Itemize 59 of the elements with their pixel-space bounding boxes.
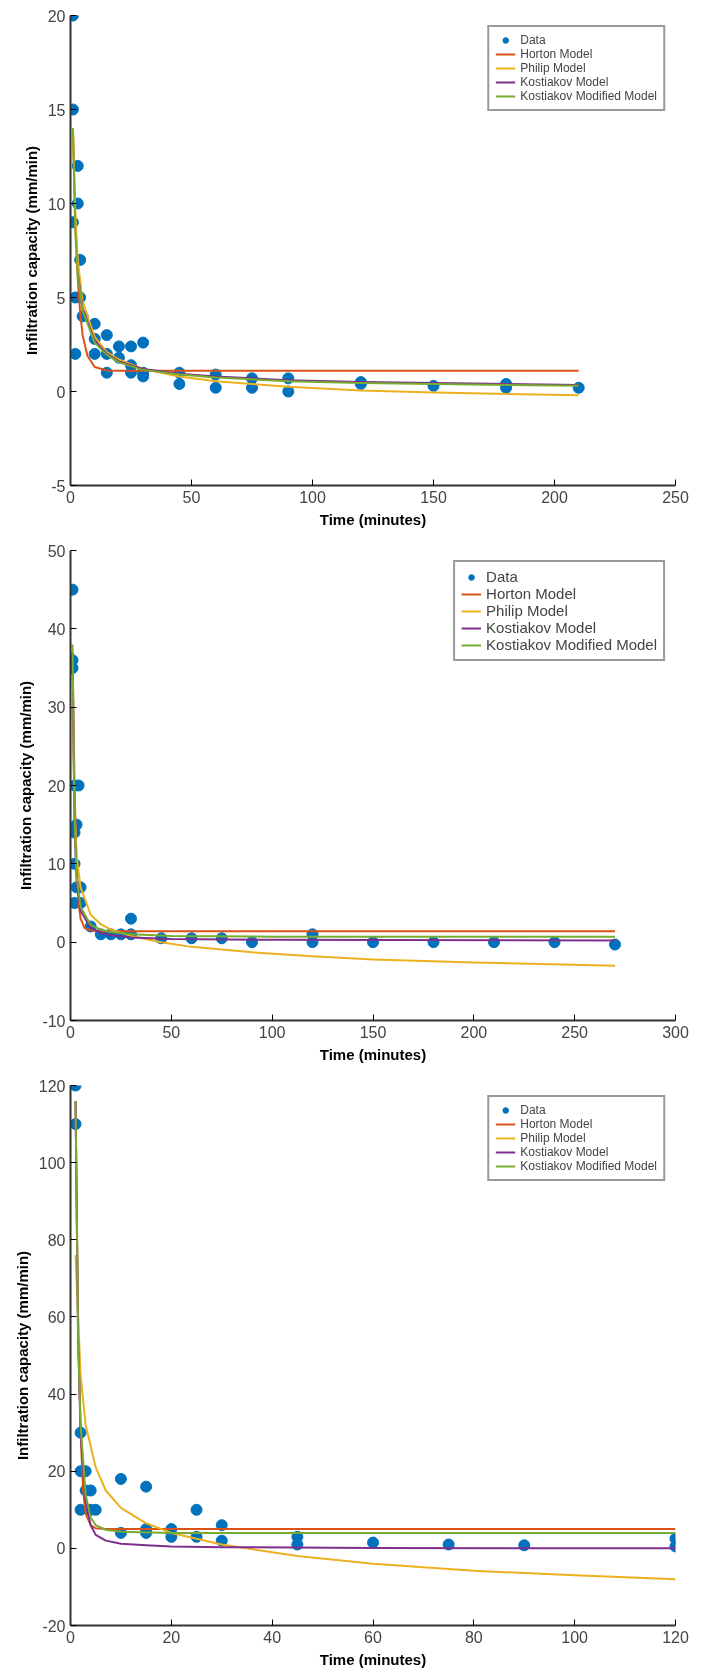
x-axis-title: Time (minutes) [319, 1650, 427, 1668]
y-axis-title: Infiltration capacity (mm/min) [17, 680, 35, 891]
x-tick-label: 300 [662, 1023, 689, 1041]
x-tick-label: 50 [182, 488, 201, 506]
x-tick-label: 150 [420, 488, 447, 506]
legend-label: Kostiakov Modified Model [520, 1159, 657, 1173]
legend-label: Horton Model [486, 585, 577, 602]
y-axis-title: Infiltration capacity (mm/min) [22, 145, 40, 356]
x-tick-label: 150 [359, 1023, 387, 1041]
legend-label: Data [486, 568, 518, 585]
x-tick-label: 200 [460, 1023, 488, 1041]
y-tick-label: 10 [47, 195, 66, 213]
y-tick-label: -5 [51, 477, 66, 495]
x-tick-label: 20 [162, 1628, 181, 1646]
y-tick-label: 0 [56, 383, 66, 401]
y-tick-label: 10 [47, 855, 66, 873]
y-tick-label: 40 [47, 620, 66, 638]
x-tick-label: 60 [364, 1628, 382, 1646]
legend-label: Data [520, 1103, 546, 1117]
y-tick-label: -20 [42, 1617, 66, 1635]
y-tick-label: 20 [47, 777, 66, 795]
x-tick-label: 80 [464, 1628, 483, 1646]
y-tick-label: 15 [47, 101, 66, 119]
legend-label: Data [520, 33, 546, 47]
y-tick-label: 0 [56, 1540, 66, 1558]
x-tick-label: 100 [299, 488, 326, 506]
x-tick-label: 200 [541, 488, 568, 506]
x-tick-label: 250 [561, 1023, 589, 1041]
y-tick-label: 5 [56, 289, 66, 307]
x-tick-label: 100 [258, 1023, 286, 1041]
y-axis-title: Infiltration capacity (mm/min) [13, 1250, 31, 1461]
x-tick-label: 250 [662, 488, 689, 506]
legend-label: Horton Model [520, 47, 593, 61]
y-tick-label: 50 [47, 542, 66, 560]
legend-label: Kostiakov Modified Model [520, 89, 657, 103]
y-tick-label: 80 [47, 1231, 66, 1249]
y-tick-label: 20 [47, 7, 66, 25]
legend-label: Kostiakov Model [520, 1145, 609, 1159]
y-tick-label: 30 [47, 699, 66, 717]
y-tick-label: 40 [47, 1386, 66, 1404]
y-tick-label: -10 [42, 1012, 66, 1030]
legend-label: Kostiakov Modified Model [486, 636, 657, 653]
legend-label: Horton Model [520, 1117, 593, 1131]
x-tick-label: 100 [561, 1628, 589, 1646]
x-tick-label: 120 [662, 1628, 689, 1646]
x-tick-label: 40 [263, 1628, 282, 1646]
legend-label: Philip Model [520, 61, 586, 75]
y-tick-label: 20 [47, 1463, 66, 1481]
y-tick-label: 60 [47, 1308, 66, 1326]
legend-label: Philip Model [486, 602, 568, 619]
legend-label: Kostiakov Model [520, 75, 609, 89]
x-axis-title: Time (minutes) [319, 1045, 427, 1063]
x-axis-title: Time (minutes) [319, 510, 427, 528]
legend-label: Philip Model [520, 1131, 586, 1145]
legend-label: Kostiakov Model [486, 619, 597, 636]
y-tick-label: 100 [38, 1154, 66, 1172]
y-tick-label: 0 [56, 934, 66, 952]
y-tick-label: 120 [38, 1077, 66, 1095]
x-tick-label: 50 [162, 1023, 181, 1041]
